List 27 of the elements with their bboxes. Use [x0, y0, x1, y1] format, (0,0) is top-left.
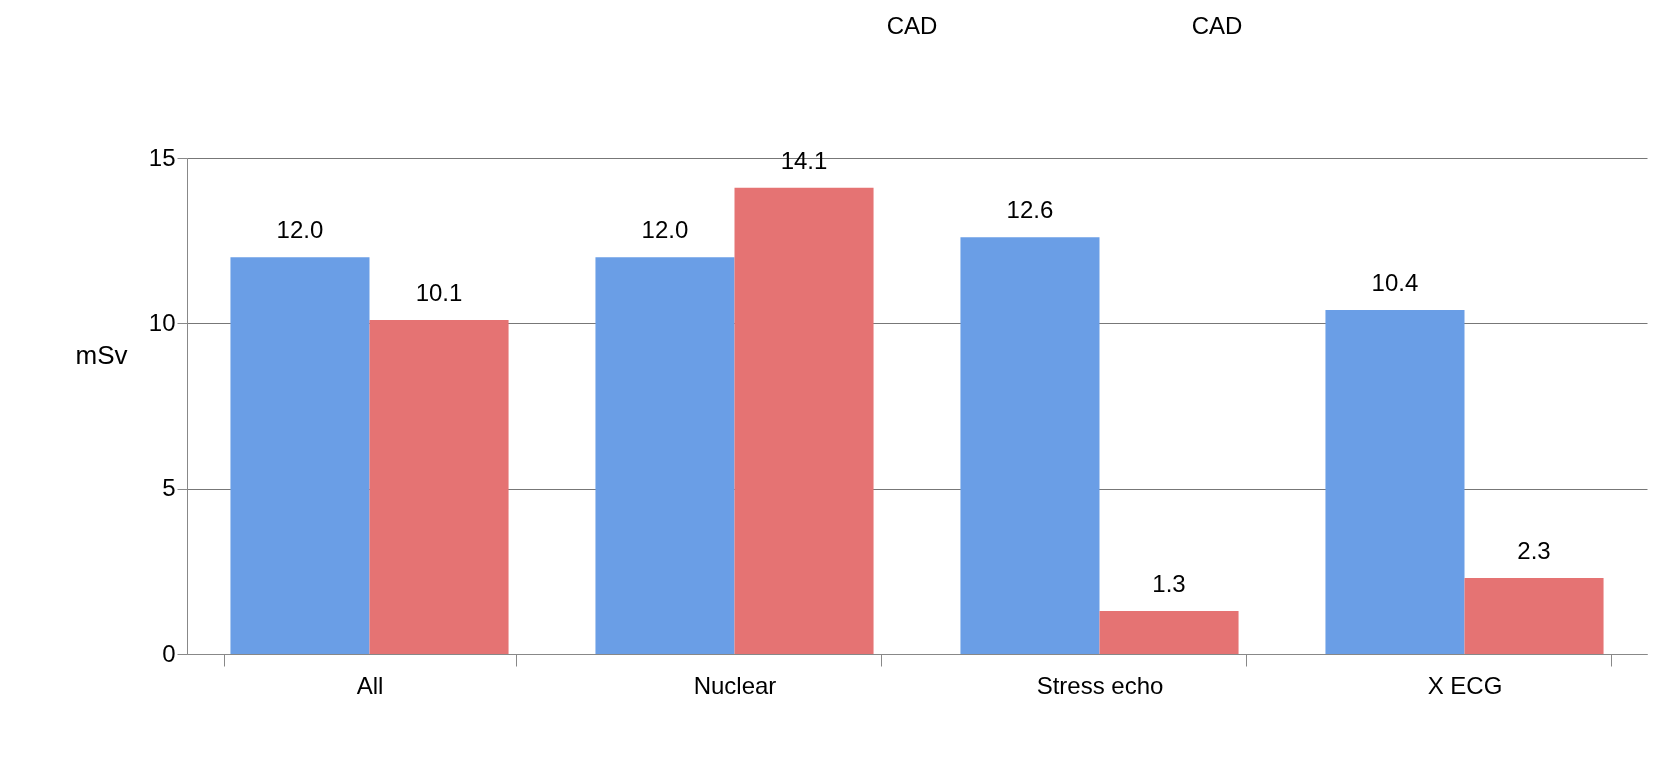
x-tick-label: Stress echo	[1036, 671, 1164, 699]
y-tick-label: 15	[148, 143, 176, 171]
bar	[960, 237, 1100, 654]
bar	[230, 257, 370, 654]
y-tick-label: 5	[162, 474, 176, 502]
x-tick-label: X ECG	[1427, 671, 1503, 699]
data-label: 1.3	[1152, 570, 1186, 598]
bar	[369, 320, 509, 654]
data-label: 10.1	[415, 279, 463, 307]
bar	[1325, 310, 1465, 654]
data-label: 12.6	[1006, 196, 1054, 224]
data-label: 2.3	[1517, 536, 1551, 564]
data-label: 12.0	[276, 216, 324, 244]
y-tick-label: 0	[162, 639, 176, 667]
text: CAD	[886, 12, 938, 39]
bar	[595, 257, 735, 654]
x-tick-label: All	[356, 671, 384, 699]
text: CAD	[1191, 12, 1243, 39]
x-tick-label: Nuclear	[693, 671, 777, 699]
bar	[1099, 611, 1239, 654]
bar	[734, 187, 874, 654]
bar	[1464, 577, 1604, 654]
data-label: 10.4	[1371, 269, 1419, 297]
data-label: 12.0	[641, 216, 689, 244]
y-tick-label: 10	[148, 308, 176, 336]
y-axis-title: mSv	[75, 339, 128, 370]
data-label: 14.1	[780, 146, 828, 174]
